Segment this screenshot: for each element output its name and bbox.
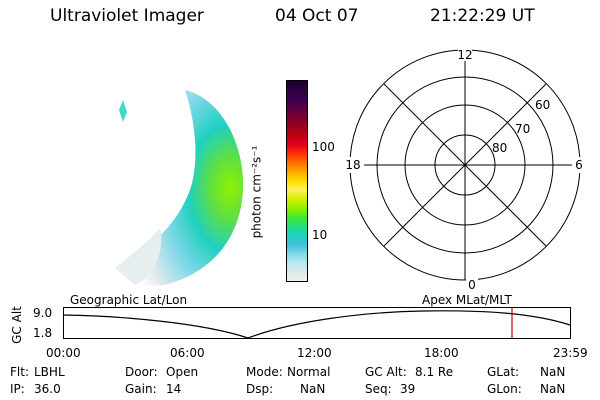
- glat-value: NaN: [540, 365, 566, 379]
- gcalt-label: GC Alt:: [365, 365, 407, 379]
- geographic-caption: Geographic Lat/Lon: [70, 293, 188, 307]
- seq-value: 39: [400, 382, 416, 396]
- lat-label-60: 60: [535, 98, 550, 112]
- earth-limb-emission: [115, 90, 244, 286]
- gc-alt-axis-label: GC Alt: [9, 306, 24, 344]
- mlt-label-18: 18: [345, 158, 360, 172]
- lat-label-80: 80: [492, 141, 507, 155]
- gc-alt-min-label: 1.8: [33, 326, 53, 340]
- polar-grid-plot: 12 18 6 0 60 70 80: [342, 47, 586, 292]
- ip-label: IP:: [10, 382, 25, 396]
- observation-date: 04 Oct 07: [275, 6, 359, 26]
- dayglow-patch: [119, 100, 127, 122]
- flt-value: LBHL: [34, 365, 65, 379]
- gain-value: 14: [166, 382, 182, 396]
- gcalt-value: 8.1 Re: [415, 365, 454, 379]
- timeline-frame: [63, 307, 571, 339]
- gain-label: Gain:: [125, 382, 157, 396]
- dsp-label: Dsp:: [246, 382, 274, 396]
- mlt-label-6: 6: [575, 158, 583, 172]
- auroral-image: [115, 90, 244, 286]
- ip-value: 36.0: [34, 382, 61, 396]
- colorbar-tick-100: 100: [312, 140, 335, 154]
- gc-alt-timeline: [63, 307, 571, 339]
- lat-label-70: 70: [515, 122, 530, 136]
- instrument-title: Ultraviolet Imager: [50, 6, 204, 26]
- gc-alt-curve: [63, 310, 571, 339]
- limb-haze: [115, 228, 162, 285]
- x-tick-0600: 06:00: [170, 346, 205, 360]
- seq-label: Seq:: [365, 382, 392, 396]
- observation-time: 21:22:29 UT: [430, 6, 535, 26]
- door-value: Open: [166, 365, 199, 379]
- gc-alt-max-label: 9.0: [33, 306, 53, 320]
- glat-label: GLat:: [487, 365, 520, 379]
- mode-label: Mode:: [246, 365, 283, 379]
- x-tick-0000: 00:00: [46, 346, 81, 360]
- color-scale-bar: [286, 80, 308, 282]
- apex-caption: Apex MLat/MLT: [422, 293, 512, 307]
- door-label: Door:: [125, 365, 158, 379]
- flt-label: Flt:: [10, 365, 29, 379]
- x-tick-2359: 23:59: [553, 346, 588, 360]
- glon-label: GLon:: [487, 382, 522, 396]
- grid-line-diagonal-2: [383, 83, 547, 247]
- mlt-label-0: 0: [468, 278, 476, 292]
- glon-value: NaN: [540, 382, 566, 396]
- colorbar-tick-10: 10: [312, 228, 328, 242]
- x-tick-1200: 12:00: [297, 346, 332, 360]
- mode-value: Normal: [287, 365, 331, 379]
- mlt-label-12: 12: [457, 48, 472, 62]
- x-tick-1800: 18:00: [424, 346, 459, 360]
- dsp-value: NaN: [300, 382, 326, 396]
- colorbar-unit-label: photon cm⁻²s⁻¹: [249, 145, 264, 239]
